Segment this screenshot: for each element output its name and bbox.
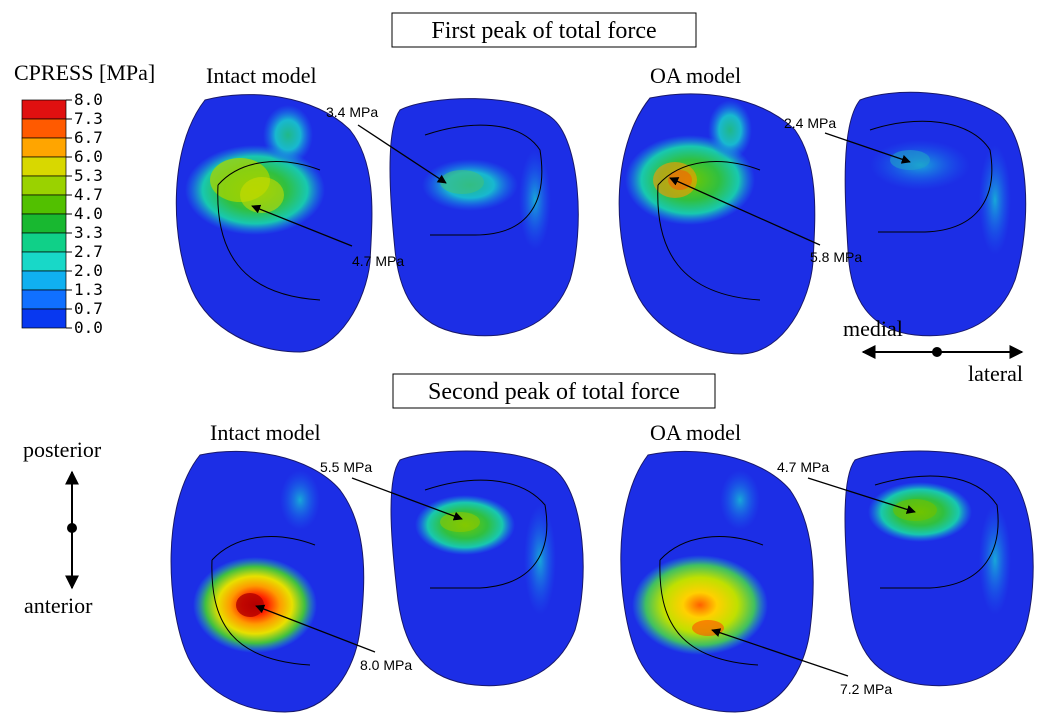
legend-swatch <box>21 137 67 158</box>
label-oa-top: OA model <box>650 63 741 88</box>
legend-tick-label: 6.0 <box>74 147 103 166</box>
legend-tick-labels: 8.07.36.76.05.34.74.03.32.72.01.30.70.0 <box>66 90 103 337</box>
contact-map-oa-second-lateral <box>844 450 1034 687</box>
contact-map-oa-second-medial <box>620 450 814 713</box>
contact-map-intact-second-medial <box>170 450 365 713</box>
title-second-peak: Second peak of total force <box>392 373 716 409</box>
svg-text:5.8 MPa: 5.8 MPa <box>810 249 862 265</box>
orientation-posterior-anterior: posterior anterior <box>23 437 102 618</box>
legend-tick-label: 4.7 <box>74 185 103 204</box>
legend-swatch <box>21 156 67 177</box>
legend-swatch <box>21 175 67 196</box>
contact-map-intact-first-lateral <box>389 98 579 337</box>
legend-swatch <box>21 118 67 139</box>
orientation-medial-lateral: medial lateral <box>843 316 1024 386</box>
legend-swatch <box>21 232 67 253</box>
label-intact-top: Intact model <box>206 63 317 88</box>
legend-tick-label: 6.7 <box>74 128 103 147</box>
colorbar-legend: CPRESS [MPa] 8.07.36.76.05.34.74.03.32.7… <box>14 60 155 337</box>
annotation-4-7-bottom: 4.7 MPa <box>777 459 916 514</box>
contact-map-intact-first-medial <box>175 94 373 353</box>
legend-tick-label: 8.0 <box>74 90 103 109</box>
legend-swatch <box>21 308 67 329</box>
svg-text:4.7 MPa: 4.7 MPa <box>777 459 829 475</box>
svg-text:First peak of total force: First peak of total force <box>431 18 656 44</box>
annotation-7-2: 7.2 MPa <box>711 628 892 697</box>
title-first-peak: First peak of total force <box>391 12 697 48</box>
svg-text:anterior: anterior <box>24 593 93 618</box>
legend-tick-label: 2.0 <box>74 261 103 280</box>
legend-swatch <box>21 194 67 215</box>
legend-tick-label: 1.3 <box>74 280 103 299</box>
legend-swatch <box>21 289 67 310</box>
legend-tick-label: 0.0 <box>74 318 103 337</box>
annotation-3-4: 3.4 MPa <box>326 104 447 184</box>
annotation-4-7-top: 4.7 MPa <box>251 204 404 269</box>
contact-map-oa-first-medial <box>618 93 816 355</box>
annotation-5-5: 5.5 MPa <box>320 459 463 521</box>
annotation-5-8: 5.8 MPa <box>669 177 862 265</box>
contact-map-oa-first-lateral <box>844 91 1027 337</box>
legend-tick-label: 0.7 <box>74 299 103 318</box>
legend-color-boxes <box>21 99 67 329</box>
svg-text:5.5 MPa: 5.5 MPa <box>320 459 372 475</box>
legend-swatch <box>21 99 67 120</box>
legend-tick-label: 3.3 <box>74 223 103 242</box>
legend-swatch <box>21 213 67 234</box>
contact-map-intact-second-lateral <box>390 450 584 687</box>
annotation-2-4: 2.4 MPa <box>784 115 911 164</box>
label-oa-bottom: OA model <box>650 420 741 445</box>
annotation-8-0: 8.0 MPa <box>255 604 412 673</box>
legend-swatch <box>21 270 67 291</box>
svg-text:Second peak of total force: Second peak of total force <box>428 379 680 405</box>
legend-tick-label: 4.0 <box>74 204 103 223</box>
svg-text:lateral: lateral <box>968 361 1023 386</box>
svg-text:posterior: posterior <box>23 437 102 462</box>
legend-tick-label: 7.3 <box>74 109 103 128</box>
svg-text:medial: medial <box>843 316 903 341</box>
legend-swatch <box>21 251 67 272</box>
svg-text:3.4 MPa: 3.4 MPa <box>326 104 378 120</box>
label-intact-bottom: Intact model <box>210 420 321 445</box>
svg-text:2.4 MPa: 2.4 MPa <box>784 115 836 131</box>
svg-text:8.0 MPa: 8.0 MPa <box>360 657 412 673</box>
svg-text:7.2 MPa: 7.2 MPa <box>840 681 892 697</box>
svg-text:4.7 MPa: 4.7 MPa <box>352 253 404 269</box>
legend-tick-label: 2.7 <box>74 242 103 261</box>
legend-tick-label: 5.3 <box>74 166 103 185</box>
legend-title: CPRESS [MPa] <box>14 60 155 85</box>
